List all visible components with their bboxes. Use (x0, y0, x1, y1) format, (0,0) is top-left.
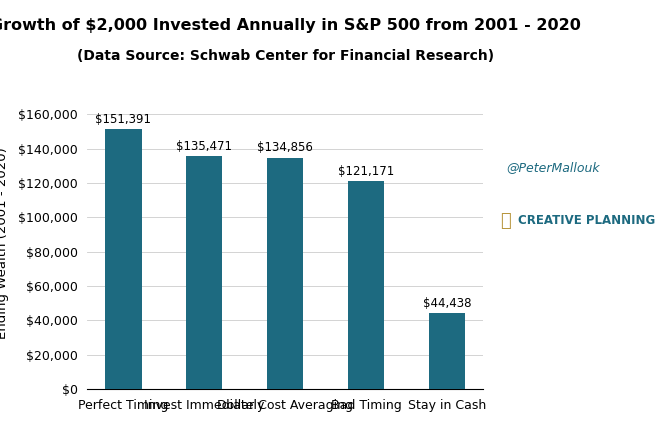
Bar (267, 157, 303, 389)
Text: $135,471: $135,471 (176, 141, 232, 153)
Text: $151,391: $151,391 (95, 113, 152, 126)
Text: @PeterMallouk: @PeterMallouk (507, 161, 601, 175)
Bar (348, 181, 384, 389)
Text: Ⓒ: Ⓒ (500, 212, 511, 230)
Bar (105, 129, 142, 389)
Bar (186, 156, 223, 389)
Text: $44,438: $44,438 (423, 297, 471, 309)
Text: CREATIVE PLANNING: CREATIVE PLANNING (518, 214, 656, 228)
Y-axis label: Ending Wealth (2001 - 2020): Ending Wealth (2001 - 2020) (0, 147, 9, 339)
Text: (Data Source: Schwab Center for Financial Research): (Data Source: Schwab Center for Financia… (76, 49, 494, 63)
Bar (429, 312, 465, 389)
Text: $121,171: $121,171 (338, 165, 394, 178)
Text: $134,856: $134,856 (257, 141, 313, 154)
Text: Growth of $2,000 Invested Annually in S&P 500 from 2001 - 2020: Growth of $2,000 Invested Annually in S&… (0, 18, 580, 33)
